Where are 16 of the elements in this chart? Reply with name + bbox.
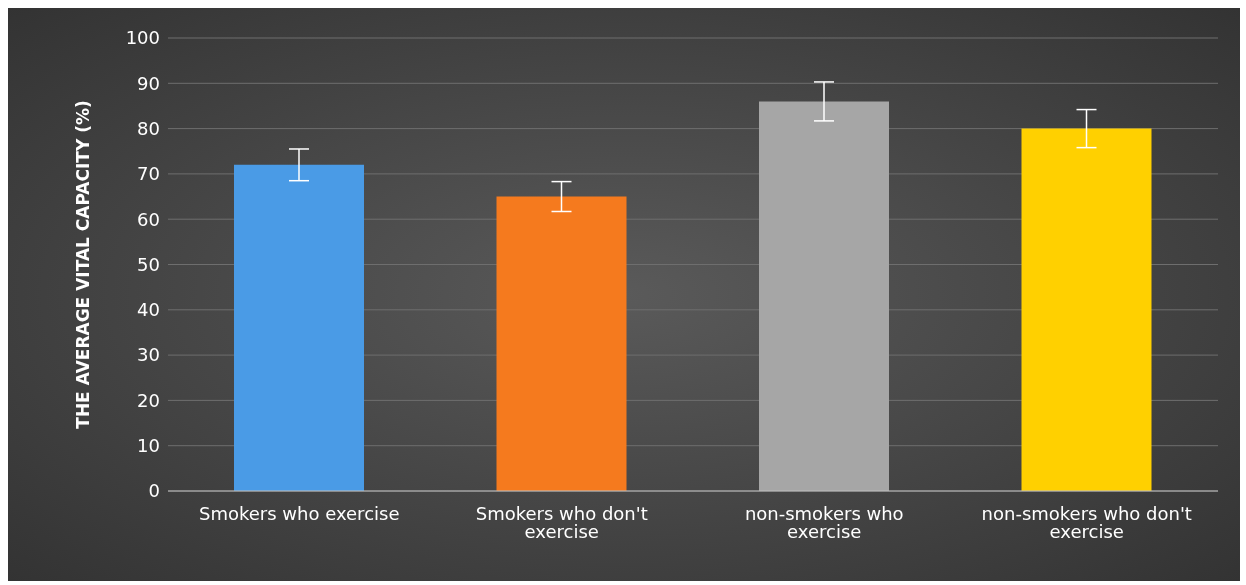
- y-tick-label: 50: [137, 253, 160, 275]
- x-tick-label: Smokers who don't exercise: [475, 502, 648, 542]
- x-tick-label: Smokers who exercise: [199, 502, 400, 524]
- y-tick-label: 40: [137, 299, 160, 321]
- y-tick-label: 0: [148, 480, 160, 502]
- y-tick-label: 80: [137, 117, 160, 139]
- y-tick-label: 20: [137, 389, 160, 411]
- x-tick-label: non-smokers who don't exercise: [981, 502, 1192, 542]
- y-tick-label: 100: [125, 27, 160, 49]
- x-tick-label: non-smokers who exercise: [744, 502, 904, 542]
- y-tick-label: 60: [137, 208, 160, 230]
- y-tick-label: 70: [137, 163, 160, 185]
- y-tick-label: 90: [137, 72, 160, 94]
- y-tick-label: 10: [137, 435, 160, 457]
- y-tick-label: 30: [137, 344, 160, 366]
- y-axis-title: THE AVERAGE VITAL CAPACITY (%): [73, 100, 94, 429]
